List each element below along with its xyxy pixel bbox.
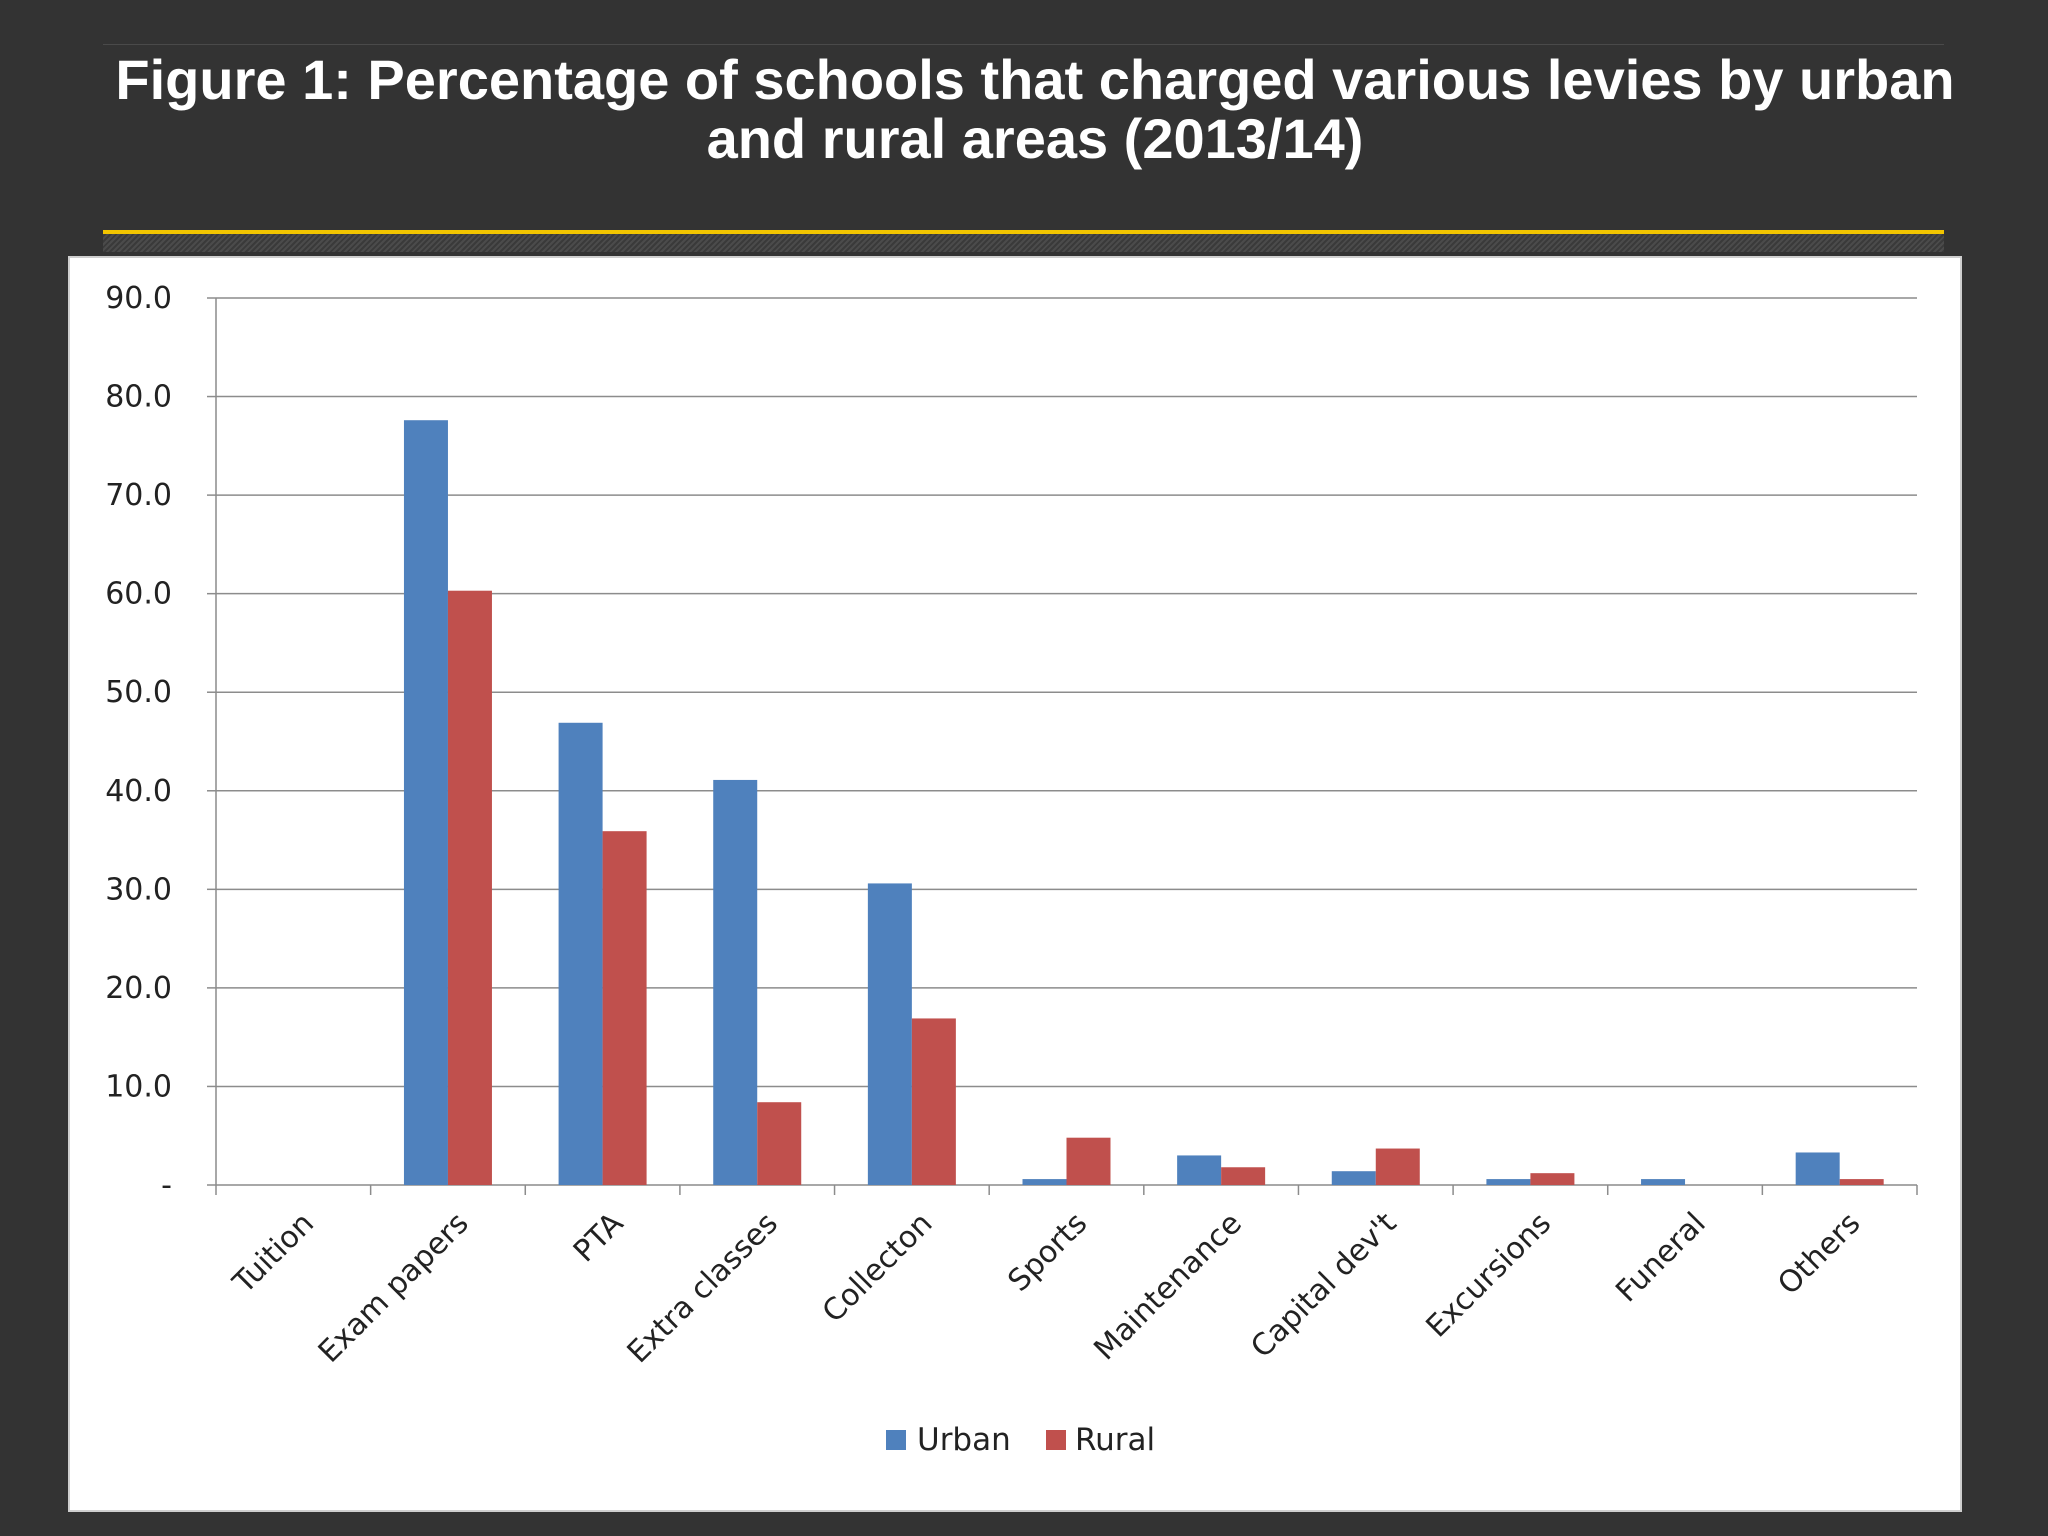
x-tick-label: Maintenance (1087, 1206, 1248, 1367)
title-hatched-band (103, 232, 1944, 252)
bar-urban (403, 420, 448, 1186)
bar-urban (1331, 1171, 1376, 1185)
y-tick-label: 30.0 (105, 872, 172, 907)
bar-urban (558, 722, 603, 1185)
bar-rural (447, 590, 492, 1185)
bar-rural (602, 831, 647, 1185)
bars (403, 420, 1884, 1186)
y-tick-label: 50.0 (105, 675, 172, 710)
x-tick-label: Collecton (816, 1206, 940, 1330)
x-tick-label: Funeral (1609, 1206, 1712, 1309)
y-tick-label: 20.0 (105, 971, 172, 1006)
legend: Urban Rural (886, 1422, 1155, 1458)
chart-panel (68, 256, 1962, 1512)
legend-label-urban: Urban (917, 1422, 1011, 1458)
y-tick-label: 40.0 (105, 774, 172, 809)
bar-urban (867, 883, 912, 1185)
y-tick-label: 70.0 (105, 478, 172, 513)
bar-urban (1177, 1155, 1222, 1185)
bar-rural (757, 1102, 802, 1185)
gridlines (216, 297, 1917, 1088)
x-tick-label: Sports (1001, 1206, 1094, 1299)
x-tick-label: Excursions (1419, 1206, 1558, 1345)
title-accent-line (103, 230, 1944, 234)
legend-label-rural: Rural (1075, 1422, 1155, 1458)
legend-swatch-urban (886, 1430, 906, 1450)
bar-rural (911, 1018, 956, 1185)
x-tick-label: PTA (567, 1206, 631, 1270)
x-tick-label: Others (1771, 1206, 1867, 1302)
y-tick-label: 80.0 (105, 380, 172, 415)
bar-urban (1641, 1179, 1686, 1185)
x-tick-label: Exam papers (312, 1206, 476, 1370)
x-tick-label: Extra classes (621, 1206, 785, 1370)
bar-rural (1375, 1148, 1420, 1185)
x-tick-label: Capital dev't (1244, 1206, 1403, 1365)
legend-swatch-rural (1046, 1430, 1066, 1450)
y-tick-label: 90.0 (105, 281, 172, 316)
title-top-rule (103, 44, 1944, 45)
slide-title: Figure 1: Percentage of schools that cha… (115, 48, 1955, 170)
bar-rural (1066, 1137, 1111, 1185)
y-tick-label: - (161, 1168, 172, 1203)
bar-urban (713, 779, 758, 1185)
bar-urban (1486, 1179, 1531, 1185)
bar-rural (1530, 1173, 1575, 1185)
y-tick-labels: - 10.0 20.0 30.0 40.0 50.0 60.0 70.0 80.0 90.0 (105, 281, 172, 1203)
bar-urban (1795, 1152, 1840, 1185)
x-tick-label: Tuition (226, 1206, 321, 1301)
bar-rural (1221, 1167, 1266, 1185)
y-tick-label: 10.0 (105, 1069, 172, 1104)
y-tick-label: 60.0 (105, 577, 172, 612)
bar-rural (1839, 1179, 1884, 1185)
bar-urban (1022, 1179, 1067, 1185)
